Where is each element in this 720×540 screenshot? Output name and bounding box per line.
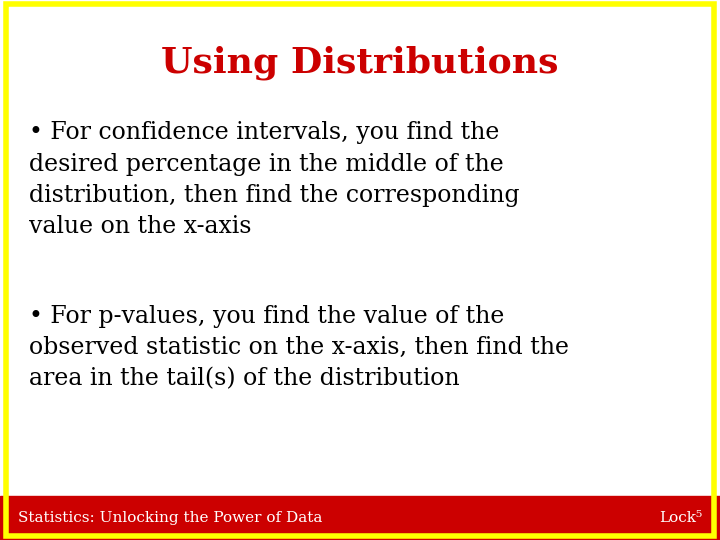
Text: • For p-values, you find the value of the
observed statistic on the x-axis, then: • For p-values, you find the value of th… — [29, 305, 569, 390]
Text: Using Distributions: Using Distributions — [161, 46, 559, 80]
Text: • For confidence intervals, you find the
desired percentage in the middle of the: • For confidence intervals, you find the… — [29, 122, 519, 238]
Text: Statistics: Unlocking the Power of Data: Statistics: Unlocking the Power of Data — [18, 511, 323, 525]
Text: Lock⁵: Lock⁵ — [659, 511, 702, 525]
Bar — [0, 496, 720, 540]
